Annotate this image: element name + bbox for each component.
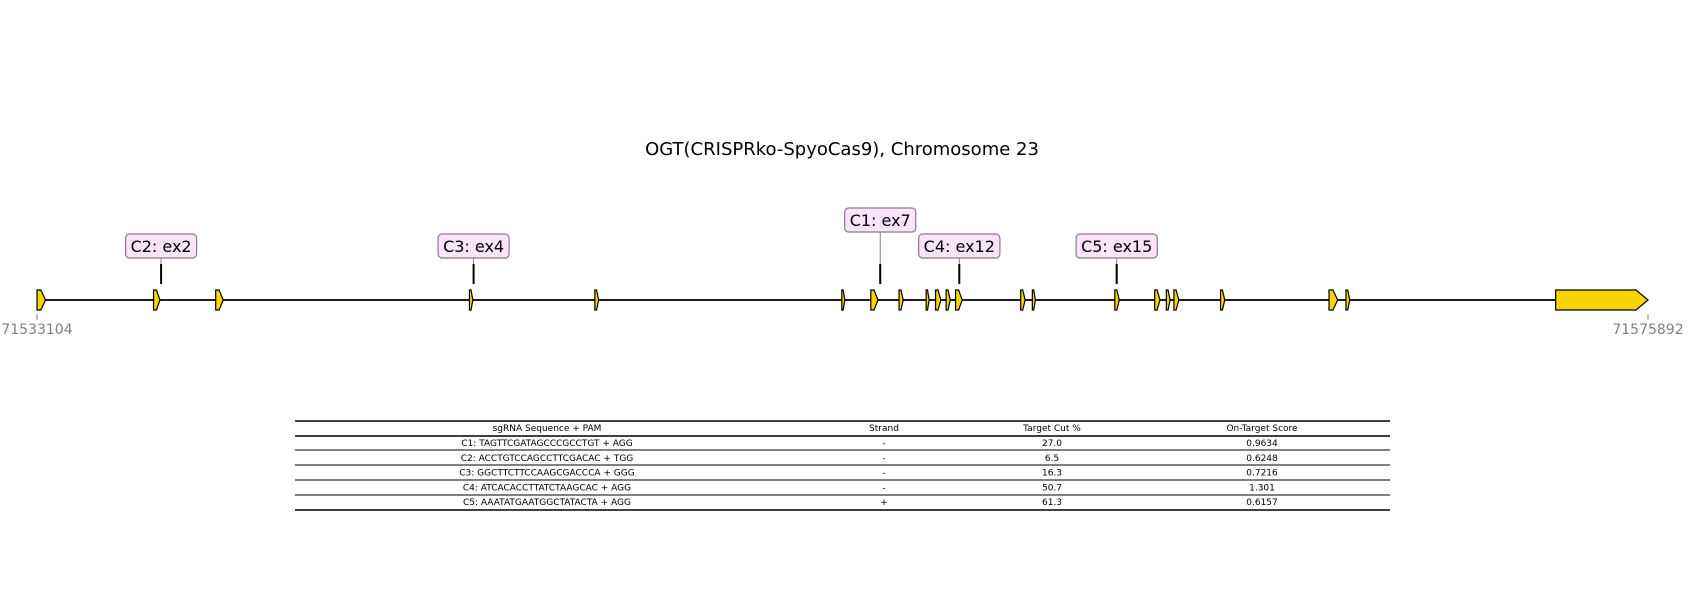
exon-17 — [1165, 289, 1171, 311]
table-header: Strand — [869, 424, 899, 434]
table-header: Target Cut % — [1022, 424, 1081, 434]
exon-16 — [1154, 289, 1161, 311]
table-cell: - — [882, 454, 885, 464]
guide-marker-3: C1: ex7 — [844, 207, 917, 284]
table-cell: - — [882, 483, 885, 493]
guide-label: C3: ex4 — [443, 237, 504, 256]
exon-21 — [1345, 289, 1351, 311]
guide-label-box — [844, 207, 917, 233]
exon-18 — [1173, 289, 1180, 311]
guide-label: C5: ex15 — [1081, 237, 1152, 256]
exon-11 — [945, 289, 951, 311]
guide-markers: C2: ex2 C3: ex4 C1: ex7 C4: ex12 C5: ex15 — [124, 207, 1158, 284]
exon-12 — [954, 289, 963, 311]
exon-22 — [1555, 289, 1649, 311]
end-coordinate: 71575892 — [1612, 322, 1683, 338]
guide-label-box — [124, 233, 198, 259]
guide-label: C4: ex12 — [924, 237, 995, 256]
guide-label-box — [1075, 233, 1158, 259]
table-cell: 27.0 — [1042, 439, 1062, 449]
guide-marker-1: C2: ex2 — [124, 233, 198, 284]
figure-title: OGT(CRISPRko-SpyoCas9), Chromosome 23 — [645, 139, 1039, 160]
exon-20 — [1328, 289, 1339, 311]
table-header: sgRNA Sequence + PAM — [493, 424, 602, 434]
exon-15 — [1114, 289, 1120, 311]
table-cell: - — [882, 469, 885, 479]
table-cell: 16.3 — [1042, 469, 1062, 479]
table-cell: 0.6157 — [1246, 498, 1278, 508]
table-cell: C2: ACCTGTCCAGCCTTCGACAC + TGG — [461, 454, 634, 464]
table-cell: 50.7 — [1042, 483, 1062, 493]
sgrna-table: sgRNA Sequence + PAM Strand Target Cut % On… — [295, 420, 1390, 511]
exon-6 — [841, 289, 846, 311]
table-cell: - — [882, 439, 885, 449]
table-cell: 6.5 — [1045, 454, 1059, 464]
table-cell: C3: GGCTTCTTCCAAGCGACCCA + GGG — [459, 469, 634, 479]
guide-label: C2: ex2 — [131, 237, 192, 256]
guide-label-box — [918, 233, 1001, 259]
exon-4 — [468, 289, 474, 311]
guide-marker-4: C4: ex12 — [918, 233, 1001, 284]
table-cell: 0.6248 — [1246, 454, 1278, 464]
table-cell: 0.7216 — [1246, 469, 1278, 479]
guide-marker-2: C3: ex4 — [437, 233, 510, 284]
exon-5 — [594, 289, 600, 311]
start-coordinate: 71533104 — [1, 322, 72, 338]
guide-label-box — [437, 233, 510, 259]
exon-7 — [870, 289, 879, 311]
exon-10 — [934, 289, 942, 311]
exon-9 — [925, 289, 930, 311]
exon-1 — [36, 289, 47, 311]
table-cell: C5: AAATATGAATGGCTATACTA + AGG — [463, 498, 631, 508]
exon-13 — [1020, 289, 1026, 311]
table-cell: C4: ATCACACCTTATCTAAGCAC + AGG — [463, 483, 631, 493]
exon-8 — [898, 289, 904, 311]
exon-19 — [1219, 289, 1226, 311]
table-header: On-Target Score — [1226, 424, 1298, 434]
table-cell: 61.3 — [1042, 498, 1062, 508]
exon-track — [36, 289, 1649, 311]
table-cell: + — [880, 498, 888, 508]
exon-2 — [152, 289, 161, 311]
table-cell: 0.9634 — [1246, 439, 1278, 449]
exon-14 — [1031, 289, 1036, 311]
guide-marker-5: C5: ex15 — [1075, 233, 1158, 284]
exon-3 — [215, 289, 224, 311]
table-cell: C1: TAGTTCGATAGCCCGCCTGT + AGG — [461, 439, 632, 449]
guide-label: C1: ex7 — [850, 211, 911, 230]
table-cell: 1.301 — [1249, 483, 1275, 493]
